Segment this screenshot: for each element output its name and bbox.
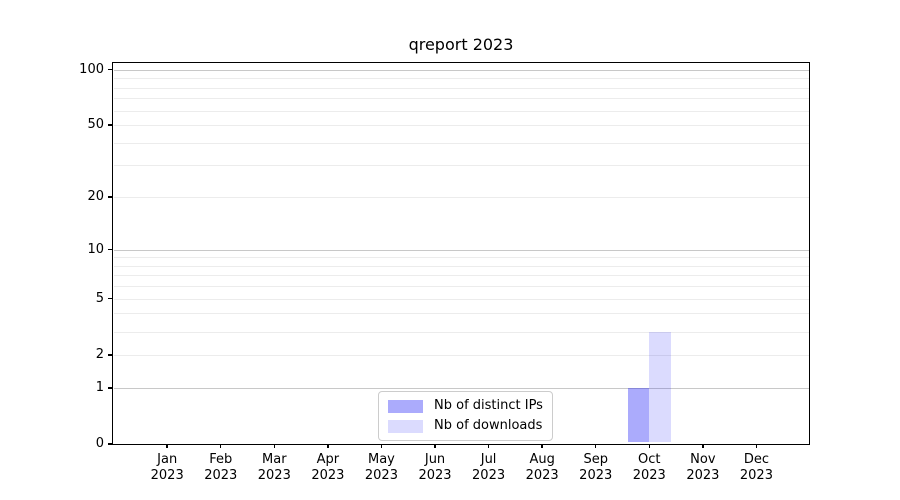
x-tick-label: Oct 2023 — [609, 452, 689, 484]
x-tick-month: Aug — [529, 452, 555, 467]
gridline-minor — [113, 125, 809, 127]
legend-row: Nb of distinct IPs — [388, 398, 543, 414]
x-tick-month: Jul — [480, 452, 497, 467]
x-tick-year: 2023 — [632, 468, 666, 483]
bar-nb-of-downloads — [649, 331, 671, 443]
y-tick-mark — [108, 387, 112, 389]
plot-area — [112, 62, 810, 445]
chart-title: qreport 2023 — [408, 35, 514, 54]
x-tick-month: Jun — [424, 452, 446, 467]
x-tick-mark — [327, 444, 329, 448]
x-tick-mark — [434, 444, 436, 448]
x-tick-mark — [702, 444, 704, 448]
x-tick-label: Apr 2023 — [288, 452, 368, 484]
gridline-major — [113, 387, 809, 389]
x-tick-year: 2023 — [364, 468, 398, 483]
x-tick-year: 2023 — [525, 468, 559, 483]
legend-row: Nb of downloads — [388, 418, 543, 434]
x-tick-year: 2023 — [739, 468, 773, 483]
y-tick-label: 0 — [95, 436, 104, 451]
x-tick-label: Feb 2023 — [181, 452, 261, 484]
y-tick-mark — [108, 124, 112, 126]
y-tick-mark — [108, 196, 112, 198]
y-tick-mark — [108, 68, 112, 71]
y-tick-label: 10 — [87, 241, 104, 257]
x-tick-month: Dec — [743, 452, 769, 467]
x-tick-year: 2023 — [472, 468, 506, 483]
x-tick-label: May 2023 — [341, 452, 421, 484]
x-tick-label: Dec 2023 — [716, 452, 796, 484]
y-tick-label: 1 — [95, 379, 104, 395]
y-tick-label: 100 — [79, 61, 104, 77]
x-tick-month: Mar — [262, 452, 287, 467]
bar-nb-of-distinct-ips — [627, 387, 650, 443]
x-tick-label: Jul 2023 — [449, 452, 529, 484]
x-tick-month: Nov — [690, 452, 716, 467]
gridline-minor — [113, 87, 809, 89]
y-tick-label: 2 — [95, 346, 104, 362]
x-tick-mark — [541, 444, 543, 448]
x-tick-year: 2023 — [311, 468, 345, 483]
y-tick-mark — [108, 443, 112, 445]
legend-label: Nb of distinct IPs — [434, 398, 543, 413]
x-tick-label: Aug 2023 — [502, 452, 582, 484]
gridline-minor — [113, 313, 809, 315]
x-tick-mark — [166, 444, 168, 448]
gridline-minor — [113, 110, 809, 112]
gridline-minor — [113, 165, 809, 167]
x-tick-month: Feb — [209, 452, 233, 467]
x-tick-year: 2023 — [257, 468, 291, 483]
gridline-minor — [113, 331, 809, 333]
gridline-minor — [113, 98, 809, 100]
legend-swatch — [388, 399, 423, 413]
gridline-minor — [113, 354, 809, 356]
gridline-minor — [113, 78, 809, 80]
x-tick-mark — [273, 444, 276, 448]
x-tick-month: Apr — [316, 452, 340, 467]
gridline-minor — [113, 265, 809, 267]
legend: Nb of distinct IPs Nb of downloads — [378, 391, 553, 441]
y-tick-label: 50 — [87, 117, 104, 133]
legend-label: Nb of downloads — [434, 418, 543, 433]
x-tick-year: 2023 — [150, 468, 184, 483]
y-tick-mark — [108, 297, 112, 300]
y-tick-label: 5 — [95, 290, 104, 306]
x-tick-mark — [487, 444, 490, 448]
x-tick-mark — [380, 444, 383, 448]
gridline-minor — [113, 275, 809, 277]
y-tick-label: 20 — [87, 189, 104, 205]
gridline-minor — [113, 257, 809, 259]
x-tick-label: Nov 2023 — [663, 452, 743, 484]
gridline-major — [113, 69, 809, 71]
gridline-minor — [113, 197, 809, 199]
x-tick-mark — [755, 444, 758, 448]
x-tick-label: Jun 2023 — [395, 452, 475, 484]
x-tick-mark — [648, 444, 651, 448]
x-tick-label: Jan 2023 — [127, 452, 207, 484]
gridline-minor — [113, 286, 809, 288]
x-tick-month: Jan — [157, 452, 178, 467]
gridline-major — [113, 249, 809, 251]
x-tick-mark — [219, 444, 222, 448]
x-tick-month: Oct — [638, 452, 661, 467]
legend-swatch — [388, 419, 423, 433]
x-tick-label: Mar 2023 — [234, 452, 314, 484]
x-tick-mark — [594, 444, 597, 448]
gridline-minor — [113, 142, 809, 144]
x-tick-year: 2023 — [686, 468, 720, 483]
x-tick-label: Sep 2023 — [556, 452, 636, 484]
x-tick-year: 2023 — [418, 468, 452, 483]
y-tick-mark — [108, 248, 112, 251]
gridline-minor — [113, 298, 809, 300]
y-tick-mark — [108, 354, 112, 356]
x-tick-year: 2023 — [204, 468, 238, 483]
x-tick-year: 2023 — [579, 468, 613, 483]
x-tick-month: Sep — [583, 452, 608, 467]
x-tick-month: May — [367, 452, 395, 467]
